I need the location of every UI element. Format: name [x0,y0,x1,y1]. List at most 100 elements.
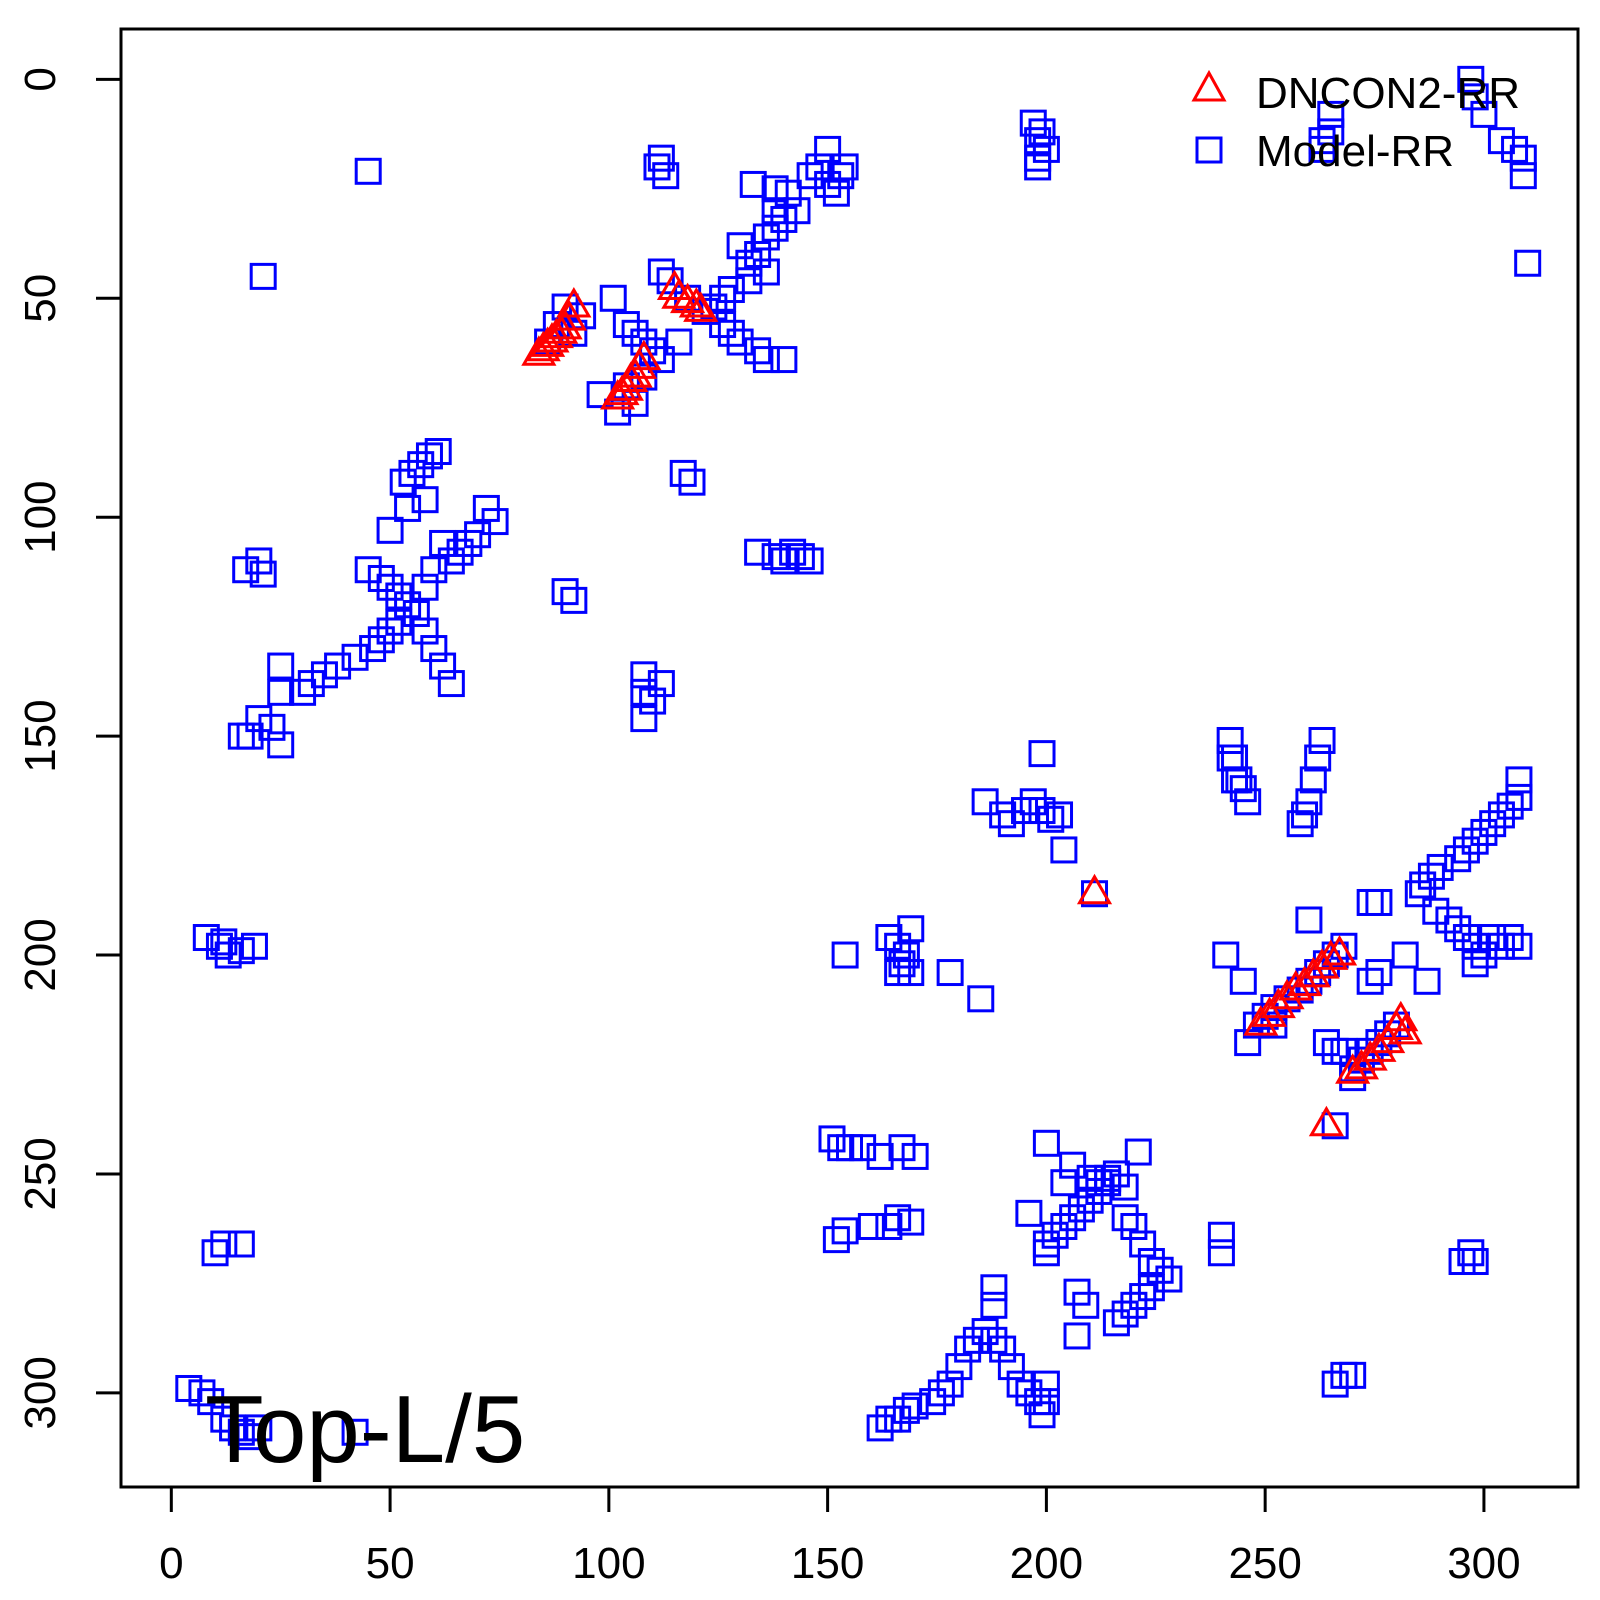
dncon2-rr-point [678,287,714,318]
model-rr-point [787,543,815,571]
dncon2-rr-point [683,291,719,322]
model-rr-point [630,705,658,733]
model-rr-point [770,346,798,374]
model-rr-point [245,1414,273,1442]
model-rr-point [1470,818,1498,846]
model-rr-point [647,144,675,172]
model-rr-point [341,643,369,671]
model-rr-point [1299,766,1327,794]
model-rr-point [1050,1212,1078,1240]
model-rr-point [1509,162,1537,190]
model-rr-point [1308,726,1336,754]
model-rr-point [359,635,387,663]
model-rr-point [1461,827,1489,855]
model-rr-point [1024,144,1052,172]
dncon2-rr-point [1308,1105,1345,1137]
model-rr-point [429,529,457,557]
model-rr-point [354,157,382,185]
model-rr-point [227,1418,255,1446]
model-rr-point [936,1370,964,1398]
model-rr-point [1295,906,1323,934]
model-rr-point [1435,906,1463,934]
model-rr-point [1479,810,1507,838]
model-rr-point [1444,915,1472,943]
model-rr-point [415,442,443,470]
model-rr-point [267,652,295,680]
model-rr-point [1291,801,1319,829]
dncon2-rr-point [1387,1013,1423,1045]
model-rr-point [1304,744,1332,772]
model-rr-point [726,232,754,260]
model-rr-point [1120,1291,1148,1319]
model-rr-point [770,547,798,575]
model-rr-point [258,713,286,741]
model-rr-point [420,635,448,663]
dncon2-rr-point [1313,939,1349,970]
model-rr-point [420,556,448,584]
model-rr-point [1229,967,1257,995]
dncon2-rr-point [1352,1040,1388,1071]
model-rr-point [1032,1388,1060,1416]
model-rr-point [1046,801,1074,829]
model-rr-point [249,262,277,290]
model-rr-point [980,1326,1008,1354]
model-rr-point [897,1208,925,1236]
legend-label-dncon2-rr: DNCON2-RR [1256,69,1520,118]
model-rr-point [1102,1160,1130,1188]
model-rr-point [1032,1370,1060,1398]
model-rr-point [464,521,492,549]
model-rr-point [1111,1204,1139,1232]
model-rr-point [678,468,706,496]
model-rr-point [630,661,658,689]
model-rr-point [376,617,404,645]
model-rr-point [1221,766,1249,794]
model-rr-point [1102,1309,1130,1337]
dncon2-rr-points [521,269,1423,1137]
model-rr-point [735,267,763,295]
model-rr-point [1063,1322,1091,1350]
model-rr-point [997,1353,1025,1381]
model-rr-point [188,1379,216,1407]
model-rr-point [739,170,767,198]
model-rr-point [1216,726,1244,754]
y-tick-label: 300 [16,1356,65,1429]
model-rr-point [1461,950,1489,978]
model-rr-point [1286,810,1314,838]
x-tick-label: 100 [572,1539,645,1588]
model-rr-point [1461,1248,1489,1276]
model-rr-point [717,319,745,347]
model-rr-point [205,932,233,960]
model-rr-point [1059,1204,1087,1232]
model-rr-point [424,438,452,466]
model-rr-point [1505,783,1533,811]
dncon2-rr-point [1286,965,1323,997]
model-rr-point [857,1212,885,1240]
model-rr-point [1479,924,1507,952]
model-rr-point [1019,788,1047,816]
model-rr-point [1032,1239,1060,1267]
model-rr-point [1207,1239,1235,1267]
model-rr-point [446,538,474,566]
model-rr-point [1413,967,1441,995]
model-rr-point [289,678,317,706]
dncon2-rr-point [626,339,662,371]
model-rr-point [1496,792,1524,820]
model-rr-point [1461,932,1489,960]
model-rr-point [849,1134,877,1162]
model-rr-point [901,1142,929,1170]
model-rr-point [971,1318,999,1346]
model-rr-point [1505,766,1533,794]
model-rr-point [779,538,807,566]
model-rr-point [967,985,995,1013]
model-rr-point [411,573,439,601]
model-rr-point [376,516,404,544]
model-rr-point [1216,744,1244,772]
y-axis: 0 50 100 150 200 250 300 [16,67,123,1430]
model-rr-point [1321,1370,1349,1398]
model-rr-point [643,153,671,181]
model-rr-point [726,328,754,356]
model-rr-point [1019,109,1047,137]
model-rr-point [599,284,627,312]
model-rr-point [954,1335,982,1363]
legend-triangle-marker [1191,69,1227,102]
